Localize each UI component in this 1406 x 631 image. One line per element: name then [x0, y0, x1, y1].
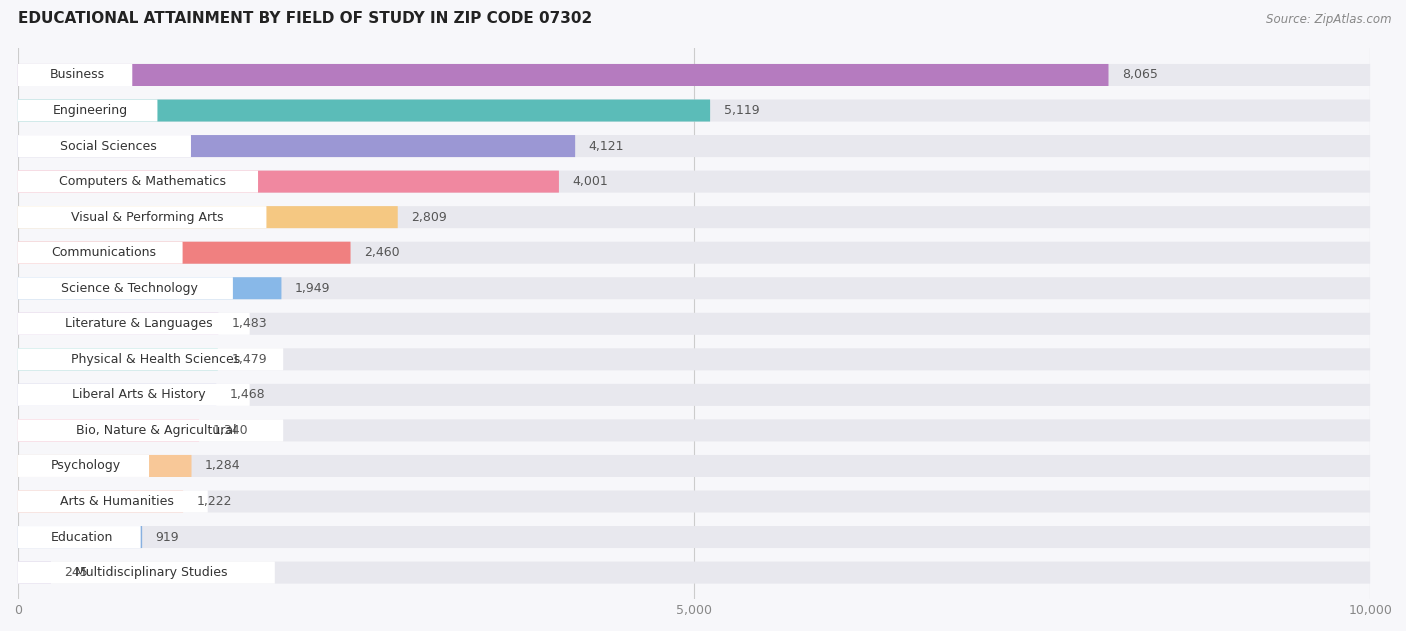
Text: Business: Business	[49, 69, 105, 81]
Text: Psychology: Psychology	[51, 459, 121, 473]
FancyBboxPatch shape	[18, 170, 259, 192]
Text: 1,468: 1,468	[231, 388, 266, 401]
FancyBboxPatch shape	[18, 526, 142, 548]
FancyBboxPatch shape	[18, 206, 267, 228]
FancyBboxPatch shape	[18, 420, 283, 442]
FancyBboxPatch shape	[18, 242, 350, 264]
Text: Multidisciplinary Studies: Multidisciplinary Studies	[76, 566, 228, 579]
Text: Science & Technology: Science & Technology	[62, 282, 198, 295]
Text: 4,121: 4,121	[589, 139, 624, 153]
FancyBboxPatch shape	[18, 562, 1371, 584]
Text: Physical & Health Sciences: Physical & Health Sciences	[72, 353, 240, 366]
Text: 4,001: 4,001	[572, 175, 609, 188]
FancyBboxPatch shape	[18, 64, 132, 86]
Text: Engineering: Engineering	[53, 104, 128, 117]
FancyBboxPatch shape	[18, 562, 51, 584]
Text: 1,479: 1,479	[232, 353, 267, 366]
Text: 1,949: 1,949	[295, 282, 330, 295]
FancyBboxPatch shape	[18, 313, 218, 335]
FancyBboxPatch shape	[18, 384, 250, 406]
Text: Communications: Communications	[51, 246, 156, 259]
FancyBboxPatch shape	[18, 277, 1371, 299]
Text: Source: ZipAtlas.com: Source: ZipAtlas.com	[1267, 13, 1392, 26]
FancyBboxPatch shape	[18, 206, 398, 228]
FancyBboxPatch shape	[18, 420, 1371, 442]
Text: 1,284: 1,284	[205, 459, 240, 473]
FancyBboxPatch shape	[18, 526, 141, 548]
FancyBboxPatch shape	[18, 313, 1371, 335]
Text: Arts & Humanities: Arts & Humanities	[59, 495, 173, 508]
FancyBboxPatch shape	[18, 455, 149, 477]
FancyBboxPatch shape	[18, 64, 1371, 86]
FancyBboxPatch shape	[18, 562, 274, 584]
Text: 2,809: 2,809	[412, 211, 447, 223]
FancyBboxPatch shape	[18, 384, 1371, 406]
FancyBboxPatch shape	[18, 242, 1371, 264]
FancyBboxPatch shape	[18, 100, 1371, 122]
FancyBboxPatch shape	[18, 490, 208, 512]
FancyBboxPatch shape	[18, 64, 1108, 86]
FancyBboxPatch shape	[18, 206, 1371, 228]
FancyBboxPatch shape	[18, 313, 250, 335]
FancyBboxPatch shape	[18, 135, 575, 157]
Text: 1,483: 1,483	[232, 317, 267, 330]
FancyBboxPatch shape	[18, 384, 217, 406]
FancyBboxPatch shape	[18, 135, 1371, 157]
FancyBboxPatch shape	[18, 348, 218, 370]
FancyBboxPatch shape	[18, 100, 710, 122]
FancyBboxPatch shape	[18, 490, 1371, 512]
FancyBboxPatch shape	[18, 100, 157, 122]
Text: 1,340: 1,340	[212, 424, 249, 437]
Text: Education: Education	[51, 531, 112, 543]
FancyBboxPatch shape	[18, 526, 1371, 548]
Text: Visual & Performing Arts: Visual & Performing Arts	[70, 211, 224, 223]
FancyBboxPatch shape	[18, 277, 233, 299]
Text: 1,222: 1,222	[197, 495, 232, 508]
FancyBboxPatch shape	[18, 348, 1371, 370]
FancyBboxPatch shape	[18, 420, 200, 442]
Text: Liberal Arts & History: Liberal Arts & History	[72, 388, 205, 401]
Text: 919: 919	[156, 531, 180, 543]
FancyBboxPatch shape	[18, 455, 1371, 477]
Text: Bio, Nature & Agricultural: Bio, Nature & Agricultural	[76, 424, 236, 437]
FancyBboxPatch shape	[18, 348, 283, 370]
FancyBboxPatch shape	[18, 135, 191, 157]
Text: 8,065: 8,065	[1122, 69, 1159, 81]
Text: 245: 245	[65, 566, 89, 579]
Text: Computers & Mathematics: Computers & Mathematics	[59, 175, 226, 188]
FancyBboxPatch shape	[18, 170, 560, 192]
FancyBboxPatch shape	[18, 277, 281, 299]
Text: Social Sciences: Social Sciences	[59, 139, 156, 153]
Text: EDUCATIONAL ATTAINMENT BY FIELD OF STUDY IN ZIP CODE 07302: EDUCATIONAL ATTAINMENT BY FIELD OF STUDY…	[18, 11, 592, 27]
Text: Literature & Languages: Literature & Languages	[65, 317, 212, 330]
Text: 5,119: 5,119	[724, 104, 759, 117]
FancyBboxPatch shape	[18, 455, 191, 477]
FancyBboxPatch shape	[18, 490, 183, 512]
FancyBboxPatch shape	[18, 170, 1371, 192]
Text: 2,460: 2,460	[364, 246, 399, 259]
FancyBboxPatch shape	[18, 242, 183, 264]
